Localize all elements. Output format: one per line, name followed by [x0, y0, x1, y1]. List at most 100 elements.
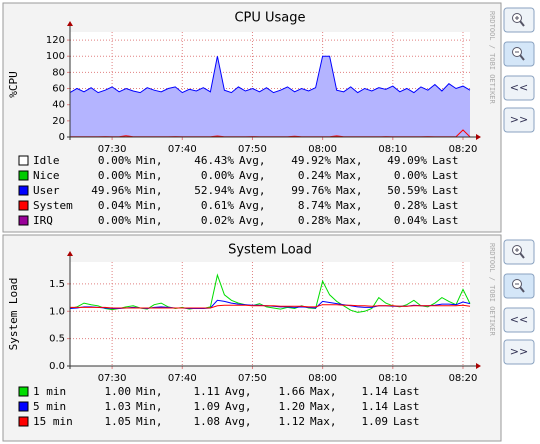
legend-name: User: [33, 184, 60, 197]
legend-stat-label: Min,: [136, 199, 163, 212]
button-label[interactable]: >>: [510, 113, 528, 126]
zoom-in-button[interactable]: [503, 239, 535, 265]
x-tick-label: 08:20: [449, 373, 478, 384]
axis-arrow: [476, 363, 481, 369]
axis-arrow: [67, 21, 73, 26]
legend-stat: 0.00%: [98, 214, 131, 227]
legend-swatch: [18, 185, 29, 196]
legend-stat-label: Min,: [136, 400, 163, 413]
zoom-in-button[interactable]: [503, 7, 535, 33]
button-face[interactable]: [503, 307, 535, 333]
legend-stat: 1.14: [362, 400, 389, 413]
legend-stat: 0.00%: [201, 169, 234, 182]
legend-name: System: [33, 199, 73, 212]
y-tick-label: 120: [46, 35, 65, 46]
legend-stat: 50.59%: [387, 184, 427, 197]
legend-swatch: [18, 170, 29, 181]
axis-arrow: [67, 251, 73, 256]
legend-stat-label: Max,: [336, 154, 363, 167]
button-face[interactable]: [503, 75, 535, 101]
legend-stat: 99.76%: [291, 184, 331, 197]
x-tick-label: 07:50: [238, 373, 267, 384]
legend-swatch: [18, 155, 29, 166]
y-tick-label: 1.0: [49, 306, 65, 317]
watermark: RRDTOOL / TOBI OETIKER: [488, 11, 496, 105]
legend-stat-label: Avg,: [239, 184, 266, 197]
watermark: RRDTOOL / TOBI OETIKER: [488, 243, 496, 337]
legend-stat-label: Last: [432, 199, 459, 212]
button-label[interactable]: <<: [510, 81, 528, 94]
legend-stat: 1.11: [194, 385, 221, 398]
back-button[interactable]: <<: [503, 75, 535, 101]
legend-swatch: [18, 200, 29, 211]
x-tick-label: 08:10: [378, 144, 407, 155]
legend-stat: 1.08: [194, 415, 221, 428]
legend-stat-label: Max,: [336, 184, 363, 197]
x-tick-label: 08:00: [308, 144, 337, 155]
legend-stat-label: Avg,: [239, 214, 266, 227]
legend-stat: 1.20: [279, 400, 306, 413]
legend-stat: 49.96%: [91, 184, 131, 197]
legend-name: 15 min: [33, 415, 73, 428]
y-tick-label: 60: [52, 84, 65, 95]
legend-swatch: [18, 401, 29, 412]
zoom-out-button[interactable]: [503, 273, 535, 299]
forward-button[interactable]: >>: [503, 107, 535, 133]
y-tick-label: 0: [59, 132, 65, 143]
axis-arrow: [476, 134, 481, 140]
y-axis-label: %CPU: [7, 71, 20, 98]
legend-stat: 0.24%: [298, 169, 331, 182]
legend-stat-label: Avg,: [239, 169, 266, 182]
legend-stat: 0.00%: [98, 154, 131, 167]
magnifier-handle: [519, 286, 525, 293]
legend-stat-label: Last: [432, 184, 459, 197]
legend-stat: 0.28%: [298, 214, 331, 227]
x-tick-label: 07:40: [168, 373, 197, 384]
chart-title: System Load: [228, 243, 312, 258]
legend-swatch: [18, 386, 29, 397]
x-tick-label: 07:30: [98, 144, 127, 155]
legend-swatch: [18, 416, 29, 427]
legend-stat-label: Last: [432, 214, 459, 227]
legend-stat-label: Min,: [136, 169, 163, 182]
y-axis-label: System Load: [7, 278, 20, 351]
legend-stat-label: Last: [432, 154, 459, 167]
legend-stat-label: Max,: [336, 169, 363, 182]
legend-swatch: [18, 215, 29, 226]
legend-stat: 0.02%: [201, 214, 234, 227]
legend-stat: 1.09: [194, 400, 221, 413]
legend-stat: 1.00: [105, 385, 132, 398]
y-tick-label: 20: [52, 116, 65, 127]
legend-stat: 1.14: [362, 385, 389, 398]
y-tick-label: 80: [52, 67, 65, 78]
button-label[interactable]: <<: [510, 313, 528, 326]
legend-stat-label: Min,: [136, 415, 163, 428]
magnifier-handle: [519, 252, 525, 259]
legend-stat-label: Max,: [336, 214, 363, 227]
legend-stat-label: Last: [393, 400, 420, 413]
legend-name: Nice: [33, 169, 60, 182]
zoom-out-button[interactable]: [503, 41, 535, 67]
y-tick-label: 0.0: [49, 361, 65, 372]
legend-stat: 0.04%: [394, 214, 427, 227]
chart-title: CPU Usage: [234, 11, 305, 26]
legend-stat-label: Last: [432, 169, 459, 182]
area: [70, 56, 470, 138]
button-face[interactable]: [503, 107, 535, 133]
legend-stat-label: Min,: [136, 184, 163, 197]
legend-name: IRQ: [33, 214, 53, 227]
forward-button[interactable]: >>: [503, 339, 535, 365]
legend-stat: 49.92%: [291, 154, 331, 167]
x-tick-label: 07:50: [238, 144, 267, 155]
legend-stat: 1.05: [105, 415, 132, 428]
legend-stat-label: Last: [393, 415, 420, 428]
legend-stat: 52.94%: [194, 184, 234, 197]
button-face[interactable]: [503, 339, 535, 365]
legend-stat: 49.09%: [387, 154, 427, 167]
legend-stat: 0.61%: [201, 199, 234, 212]
legend-name: 5 min: [33, 400, 66, 413]
x-tick-label: 08:20: [449, 144, 478, 155]
back-button[interactable]: <<: [503, 307, 535, 333]
button-label[interactable]: >>: [510, 345, 528, 358]
